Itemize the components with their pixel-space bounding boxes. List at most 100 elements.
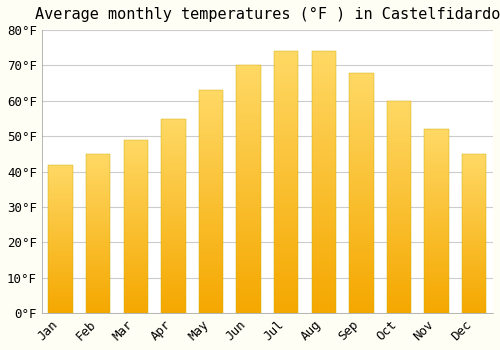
Bar xyxy=(199,233,223,235)
Bar xyxy=(236,214,261,217)
Bar xyxy=(424,232,449,234)
Bar xyxy=(274,300,298,303)
Bar xyxy=(424,199,449,201)
Bar xyxy=(387,150,411,152)
Bar xyxy=(236,164,261,167)
Bar xyxy=(86,162,110,163)
Bar xyxy=(387,139,411,141)
Bar xyxy=(161,194,186,196)
Bar xyxy=(124,240,148,242)
Bar xyxy=(86,248,110,250)
Bar xyxy=(48,206,73,208)
Bar xyxy=(312,153,336,156)
Bar xyxy=(86,243,110,245)
Bar xyxy=(48,300,73,301)
Bar xyxy=(161,122,186,124)
Bar xyxy=(387,300,411,302)
Bar xyxy=(424,245,449,247)
Bar xyxy=(48,298,73,300)
Bar xyxy=(124,197,148,199)
Bar xyxy=(387,260,411,262)
Bar xyxy=(124,174,148,176)
Bar xyxy=(199,206,223,208)
Bar xyxy=(86,246,110,248)
Bar xyxy=(236,241,261,244)
Bar xyxy=(274,237,298,240)
Bar xyxy=(161,265,186,266)
Bar xyxy=(161,251,186,253)
Bar xyxy=(462,278,486,280)
Bar xyxy=(161,173,186,175)
Bar xyxy=(312,59,336,62)
Bar xyxy=(199,124,223,126)
Bar xyxy=(274,224,298,227)
Bar xyxy=(236,308,261,310)
Bar xyxy=(424,300,449,302)
Bar xyxy=(274,172,298,174)
Bar xyxy=(161,225,186,228)
Bar xyxy=(349,87,374,89)
Bar xyxy=(236,88,261,90)
Bar xyxy=(86,194,110,195)
Bar xyxy=(236,206,261,209)
Bar xyxy=(462,305,486,307)
Bar xyxy=(161,198,186,200)
Bar xyxy=(462,281,486,283)
Bar xyxy=(48,245,73,246)
Bar xyxy=(387,162,411,164)
Bar xyxy=(424,146,449,147)
Bar xyxy=(424,168,449,170)
Bar xyxy=(312,292,336,295)
Bar xyxy=(274,164,298,167)
Bar xyxy=(349,130,374,133)
Bar xyxy=(387,107,411,109)
Bar xyxy=(199,141,223,144)
Bar xyxy=(462,216,486,218)
Bar xyxy=(124,219,148,221)
Bar xyxy=(274,138,298,140)
Bar xyxy=(236,100,261,103)
Bar xyxy=(274,80,298,83)
Bar xyxy=(86,183,110,184)
Bar xyxy=(161,155,186,158)
Title: Average monthly temperatures (°F ) in Castelfidardo: Average monthly temperatures (°F ) in Ca… xyxy=(34,7,500,22)
Bar xyxy=(48,233,73,234)
Bar xyxy=(199,275,223,278)
Bar xyxy=(124,143,148,145)
Bar xyxy=(424,162,449,164)
Bar xyxy=(236,115,261,118)
Bar xyxy=(161,276,186,278)
Bar xyxy=(48,307,73,309)
Bar xyxy=(86,198,110,200)
Bar xyxy=(349,258,374,260)
Bar xyxy=(387,194,411,196)
Bar xyxy=(236,286,261,288)
Bar xyxy=(236,65,261,313)
Bar xyxy=(161,212,186,214)
Bar xyxy=(236,157,261,160)
Bar xyxy=(462,291,486,292)
Bar xyxy=(349,164,374,166)
Bar xyxy=(236,246,261,249)
Bar xyxy=(161,136,186,138)
Bar xyxy=(312,156,336,159)
Bar xyxy=(236,211,261,214)
Bar xyxy=(124,304,148,306)
Bar xyxy=(387,241,411,243)
Bar xyxy=(387,152,411,154)
Bar xyxy=(424,175,449,177)
Bar xyxy=(424,247,449,249)
Bar xyxy=(124,242,148,244)
Bar xyxy=(462,175,486,176)
Bar xyxy=(462,275,486,276)
Bar xyxy=(236,194,261,197)
Bar xyxy=(161,239,186,241)
Bar xyxy=(161,161,186,163)
Bar xyxy=(199,97,223,99)
Bar xyxy=(274,96,298,98)
Bar xyxy=(124,152,148,154)
Bar xyxy=(236,192,261,194)
Bar xyxy=(312,106,336,109)
Bar xyxy=(387,232,411,234)
Bar xyxy=(349,205,374,207)
